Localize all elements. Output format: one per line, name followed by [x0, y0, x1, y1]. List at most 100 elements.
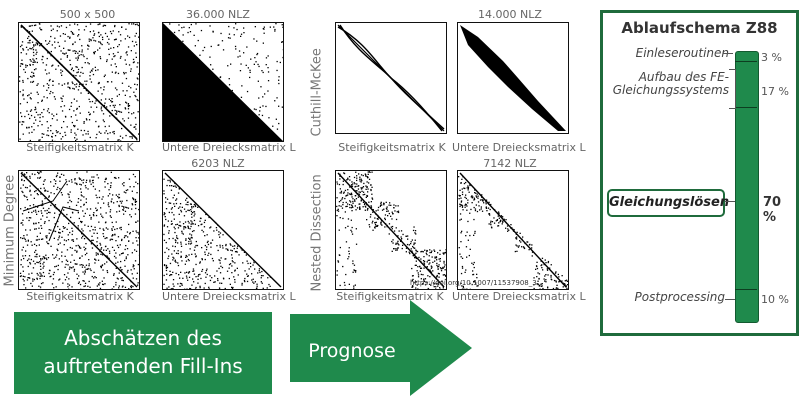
matrix-entry-dot — [104, 102, 106, 104]
matrix-entry-dot — [234, 269, 236, 271]
matrix-entry-dot — [464, 271, 466, 273]
matrix-entry-dot — [203, 46, 206, 49]
matrix-entry-dot — [104, 74, 106, 76]
matrix-entry-dot — [368, 224, 370, 226]
matrix-entry-dot — [82, 134, 84, 136]
matrix-entry-dot — [82, 54, 84, 56]
matrix-entry-dot — [351, 205, 353, 207]
matrix-entry-dot — [106, 270, 108, 272]
matrix-entry-dot — [428, 263, 430, 265]
matrix-entry-dot — [168, 286, 170, 288]
matrix-entry-dot — [262, 105, 264, 107]
matrix-entry-dot — [115, 113, 118, 115]
matrix-entry-dot — [23, 180, 25, 182]
matrix-entry-dot — [361, 190, 363, 192]
matrix-entry-dot — [353, 176, 356, 179]
matrix-entry-dot — [436, 259, 438, 261]
matrix-entry-dot — [123, 185, 125, 187]
matrix-entry-dot — [353, 285, 355, 287]
matrix-entry-dot — [204, 251, 206, 253]
matrix-entry-dot — [398, 244, 400, 246]
matrix-entry-dot — [36, 235, 38, 238]
matrix-entry-dot — [123, 182, 125, 184]
matrix-entry-dot — [395, 248, 397, 250]
matrix-entry-dot — [59, 278, 61, 280]
matrix-entry-dot — [433, 286, 435, 288]
matrix-entry-dot — [87, 130, 89, 133]
matrix-entry-dot — [43, 222, 46, 224]
matrix-entry-dot — [490, 226, 493, 228]
matrix-entry-dot — [355, 185, 357, 188]
matrix-entry-dot — [100, 247, 103, 249]
matrix-entry-dot — [175, 240, 177, 242]
matrix-entry-dot — [29, 177, 31, 179]
matrix-entry-dot — [336, 197, 338, 199]
matrix-entry-dot — [22, 79, 24, 82]
matrix-entry-dot — [137, 220, 139, 222]
matrix-entry-dot — [371, 197, 373, 199]
matrix-entry-dot — [412, 286, 414, 288]
matrix-entry-dot — [85, 247, 87, 250]
matrix-entry-dot — [199, 261, 201, 263]
matrix-entry-dot — [100, 265, 102, 267]
matrix-entry-dot — [76, 238, 78, 240]
matrix-entry-dot — [61, 251, 63, 253]
matrix-entry-dot — [67, 272, 69, 274]
matrix-entry-dot — [497, 225, 499, 227]
matrix-entry-dot — [210, 226, 212, 228]
matrix-entry-dot — [463, 182, 466, 185]
matrix-entry-dot — [381, 224, 383, 226]
matrix-entry-dot — [100, 213, 102, 215]
matrix-entry-dot — [174, 239, 176, 241]
matrix-entry-dot — [50, 50, 52, 53]
matrix-entry-dot — [234, 262, 236, 264]
matrix-entry-dot — [44, 179, 46, 181]
matrix-entry-dot — [119, 200, 121, 202]
matrix-entry-dot — [24, 174, 26, 176]
matrix-entry-dot — [508, 229, 510, 231]
matrix-entry-dot — [352, 198, 354, 200]
matrix-entry-dot — [121, 277, 123, 279]
matrix-entry-dot — [64, 255, 66, 257]
matrix-entry-dot — [172, 197, 174, 199]
matrix-plot — [335, 170, 447, 290]
matrix-entry-dot — [257, 272, 259, 274]
matrix-entry-dot — [206, 234, 208, 236]
matrix-entry-dot — [21, 222, 23, 224]
matrix-entry-dot — [91, 100, 94, 103]
matrix-entry-dot — [138, 231, 139, 234]
estimate-text-line1: Abschätzen des — [64, 326, 222, 350]
matrix-entry-dot — [380, 204, 382, 206]
matrix-entry-dot — [477, 201, 480, 203]
matrix-entry-dot — [352, 200, 354, 203]
matrix-entry-dot — [461, 193, 464, 196]
matrix-entry-dot — [437, 283, 440, 286]
matrix-entry-dot — [47, 52, 49, 54]
matrix-entry-dot — [217, 249, 219, 252]
matrix-entry-dot — [82, 280, 84, 282]
matrix-entry-dot — [92, 37, 94, 39]
matrix-entry-dot — [48, 112, 50, 114]
matrix-entry-dot — [422, 282, 424, 285]
matrix-entry-dot — [102, 196, 104, 198]
matrix-entry-dot — [488, 223, 490, 225]
matrix-entry-dot — [166, 198, 169, 200]
matrix-entry-dot — [163, 212, 165, 214]
matrix-entry-dot — [234, 45, 237, 48]
matrix-entry-dot — [41, 136, 43, 138]
matrix-entry-dot — [95, 137, 97, 139]
matrix-entry-dot — [58, 83, 60, 85]
matrix-entry-dot — [37, 83, 39, 85]
doi-link[interactable]: https://doi.org/10.1007/11537908_3 — [410, 279, 537, 287]
matrix-entry-dot — [483, 202, 485, 204]
matrix-entry-dot — [35, 58, 38, 60]
matrix-entry-dot — [371, 171, 373, 173]
matrix-entry-dot — [371, 186, 373, 188]
matrix-entry-dot — [40, 258, 42, 260]
matrix-entry-dot — [54, 230, 57, 233]
matrix-entry-dot — [414, 257, 416, 259]
matrix-entry-dot — [362, 174, 364, 177]
matrix-entry-dot — [39, 261, 41, 263]
matrix-entry-dot — [535, 268, 537, 270]
matrix-entry-dot — [42, 282, 44, 284]
